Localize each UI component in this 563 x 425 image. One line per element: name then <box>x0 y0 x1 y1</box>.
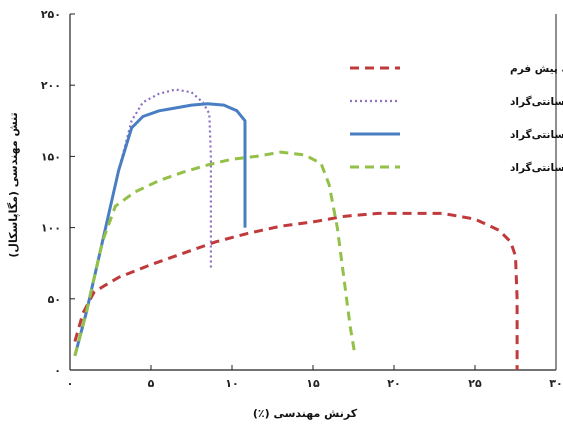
series-line-1 <box>73 211 519 370</box>
legend-label-1: لوله پیش فرم <box>510 63 563 75</box>
plot-frame <box>69 14 557 371</box>
x-axis-title: کرنش مهندسی (٪) <box>253 407 358 420</box>
legend-label-2: ۱۰۰ درجه سانتی‌گراد <box>510 95 563 108</box>
x-tick-label: ۱۵ <box>306 377 320 390</box>
x-tick-label: ۱۰ <box>225 377 238 390</box>
x-tick-label: ۳۰ <box>549 377 562 390</box>
y-axis-ticks: ۰ ۵۰ ۱۰۰ ۱۵۰ ۲۰۰ ۲۵۰ <box>41 8 75 377</box>
y-tick-label: ۱۰۰ <box>41 222 61 235</box>
x-axis-ticks: ۰ ۵ ۱۰ ۱۵ ۲۰ ۲۵ ۳۰ <box>67 365 563 390</box>
legend-label-3: ۲۰۰ درجه سانتی‌گراد <box>510 128 563 141</box>
x-tick-label: ۰ <box>67 377 74 390</box>
x-tick-label: ۵ <box>148 377 155 390</box>
y-tick-label: ۵۰ <box>48 293 61 306</box>
series-layer <box>73 88 519 370</box>
x-tick-label: ۲۵ <box>468 377 482 390</box>
x-tick-label: ۲۰ <box>387 377 400 390</box>
y-tick-label: ۲۵۰ <box>41 8 61 21</box>
y-tick-label: ۰ <box>54 364 61 377</box>
y-axis-title: تنش مهندسی (مگاپاسکال) <box>7 112 20 257</box>
legend-label-4: ۳۰۰ درجه سانتی‌گراد <box>510 161 563 174</box>
series-line-2 <box>73 88 212 357</box>
y-tick-label: ۱۵۰ <box>41 150 61 163</box>
y-tick-label: ۲۰۰ <box>41 79 61 92</box>
series-line-3 <box>73 102 247 357</box>
legend: لوله پیش فرم ۱۰۰ درجه سانتی‌گراد ۲۰۰ درجه … <box>350 63 563 174</box>
